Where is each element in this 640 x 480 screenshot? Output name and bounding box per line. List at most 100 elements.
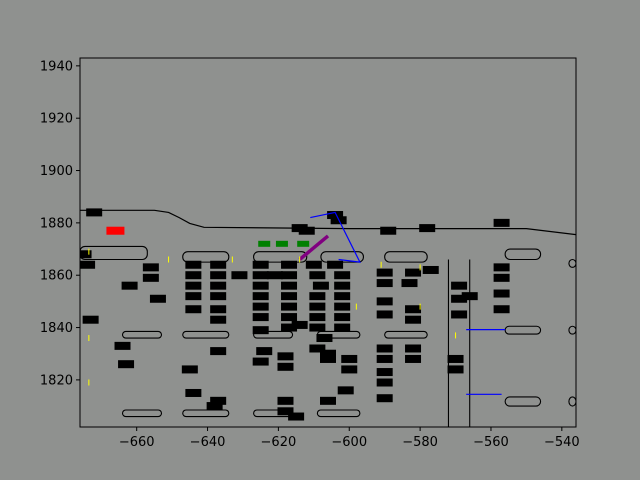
y-tick-label: 1940 <box>40 59 73 74</box>
object-box <box>334 281 351 290</box>
object-box <box>447 365 464 374</box>
object-box <box>309 302 326 311</box>
object-box <box>493 273 510 282</box>
curb-island <box>182 409 230 418</box>
object-box <box>231 271 248 280</box>
agent-box <box>258 240 271 247</box>
plot-area <box>80 208 576 427</box>
object-box <box>118 360 135 369</box>
object-box <box>451 310 468 319</box>
agent-box <box>297 240 310 247</box>
object-box <box>376 394 393 403</box>
object-box <box>210 281 227 290</box>
object-box <box>309 271 326 280</box>
y-tick-label: 1840 <box>40 321 73 336</box>
object-box <box>334 323 351 332</box>
object-box <box>341 354 358 363</box>
object-box <box>277 407 294 416</box>
curb-island <box>182 330 230 339</box>
object-box <box>376 310 393 319</box>
object-box <box>334 313 351 322</box>
object-box <box>281 302 298 311</box>
object-box <box>320 354 336 363</box>
curb-island <box>182 251 230 263</box>
object-box <box>206 402 223 411</box>
object-box <box>181 365 198 374</box>
object-box <box>422 265 439 274</box>
object-box <box>341 365 358 374</box>
object-box <box>86 208 103 217</box>
object-box <box>405 315 422 324</box>
curb-island <box>568 258 576 268</box>
curb-island <box>316 409 361 418</box>
curb-island <box>568 325 576 335</box>
object-box <box>327 211 344 220</box>
object-box <box>281 313 298 322</box>
route-path <box>310 211 361 263</box>
object-box <box>266 271 283 280</box>
object-box <box>252 313 269 322</box>
object-box <box>447 354 464 363</box>
y-tick-label: 1880 <box>40 216 73 231</box>
object-box <box>256 347 273 356</box>
object-box <box>185 292 202 301</box>
object-box <box>281 271 298 280</box>
object-box <box>281 292 298 301</box>
object-box <box>210 315 227 324</box>
object-box <box>312 281 329 290</box>
object-box <box>121 281 138 290</box>
object-box <box>210 260 227 269</box>
object-box <box>277 362 294 371</box>
object-box <box>252 260 269 269</box>
object-box <box>210 292 227 301</box>
curb-island <box>80 245 148 261</box>
curb-island <box>253 251 308 263</box>
object-box <box>337 386 354 395</box>
object-box <box>493 289 510 298</box>
x-tick-label: −580 <box>402 435 438 450</box>
x-tick-label: −600 <box>331 435 367 450</box>
object-box <box>252 326 269 335</box>
plot-content <box>80 208 576 427</box>
x-tick-label: −660 <box>119 435 155 450</box>
x-tick-label: −560 <box>473 435 509 450</box>
heading-line <box>298 234 330 261</box>
object-box <box>185 260 202 269</box>
plot-frame <box>79 57 577 428</box>
object-box <box>149 294 166 303</box>
object-box <box>320 396 336 405</box>
object-box <box>405 268 422 277</box>
object-box <box>185 271 202 280</box>
curb-island <box>121 409 163 418</box>
object-box <box>281 281 298 290</box>
object-box <box>252 357 269 366</box>
object-box <box>451 294 468 303</box>
object-box <box>376 368 393 377</box>
object-box <box>451 281 468 290</box>
object-box <box>80 260 96 269</box>
object-box <box>309 323 326 332</box>
object-box <box>210 305 227 314</box>
object-box <box>380 226 397 235</box>
object-box <box>309 313 326 322</box>
object-box <box>376 297 393 306</box>
curb-island <box>384 330 428 339</box>
x-tick-label: −640 <box>190 435 226 450</box>
object-box <box>309 344 326 353</box>
object-box <box>281 260 298 269</box>
x-tick-label: −620 <box>261 435 297 450</box>
object-box <box>493 305 510 314</box>
object-box <box>376 378 393 387</box>
object-box <box>185 388 202 397</box>
curb-island <box>504 248 542 261</box>
curb-island <box>121 330 163 339</box>
object-box <box>252 292 269 301</box>
object-box <box>405 344 422 353</box>
object-box <box>316 334 333 343</box>
object-box <box>142 273 159 282</box>
curb-island <box>504 325 542 335</box>
object-box <box>277 352 294 361</box>
object-box <box>334 271 351 280</box>
